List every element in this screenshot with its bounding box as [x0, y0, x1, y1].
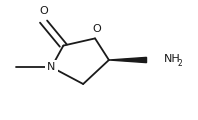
Text: O: O	[93, 24, 101, 34]
Text: 2: 2	[177, 59, 182, 67]
Text: NH: NH	[164, 54, 181, 64]
Text: N: N	[47, 62, 56, 72]
Text: O: O	[39, 6, 48, 16]
Polygon shape	[109, 57, 147, 63]
